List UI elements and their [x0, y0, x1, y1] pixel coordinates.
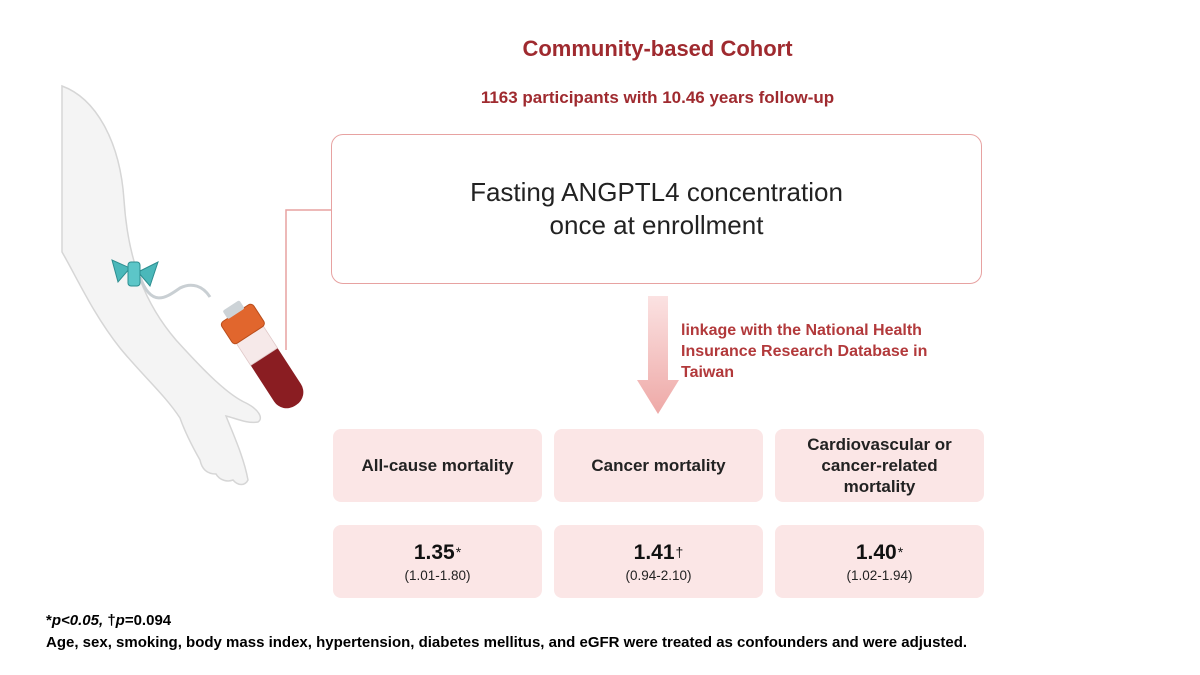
footnote-p-value: =0.094: [124, 612, 172, 629]
hazard-ratio: 1.35*: [414, 541, 461, 565]
outcome-card-cancer: Cancer mortality: [554, 429, 763, 502]
footnote-p-italic: p: [51, 612, 62, 629]
outcome-card-all-cause: All-cause mortality: [333, 429, 542, 502]
arm-illustration: [61, 84, 262, 486]
confidence-interval: (1.02-1.94): [846, 567, 913, 583]
hazard-ratio-value: 1.40: [855, 540, 897, 564]
cohort-subtitle: 1163 participants with 10.46 years follo…: [480, 88, 835, 107]
footnote-p-italic-2: p: [115, 612, 125, 629]
measurement-line-2: once at enrollment: [549, 210, 764, 240]
measurement-box: Fasting ANGPTL4 concentration once at en…: [331, 134, 982, 284]
linkage-line-2: Insurance Research Database in: [681, 343, 928, 360]
butterfly-needle-icon: [111, 259, 159, 287]
needle-tubing: [138, 276, 212, 300]
measurement-line-1: Fasting ANGPTL4 concentration: [470, 177, 843, 207]
significance-mark: †: [675, 543, 684, 560]
confidence-interval: (1.01-1.80): [404, 567, 471, 583]
result-card-cv-or-cancer: 1.40* (1.02-1.94): [775, 525, 984, 598]
outcome-label-line-1: Cardiovascular or: [807, 435, 952, 454]
linkage-line-1: linkage with the National Health: [681, 322, 922, 339]
result-card-cancer: 1.41† (0.94-2.10): [554, 525, 763, 598]
significance-mark: *: [897, 543, 904, 560]
hazard-ratio: 1.41†: [634, 541, 684, 565]
cohort-title: Community-based Cohort: [522, 36, 793, 61]
linkage-line-3: Taiwan: [681, 364, 735, 381]
outcome-label-line-3: mortality: [843, 477, 916, 496]
result-card-all-cause: 1.35* (1.01-1.80): [333, 525, 542, 598]
connector-line: [285, 209, 331, 350]
outcome-label-line-2: cancer-related: [821, 456, 938, 475]
blood-tube-icon: [220, 300, 304, 409]
linkage-note: linkage with the National Health Insuran…: [681, 320, 981, 383]
outcome-label: Cancer mortality: [591, 456, 726, 475]
adjustment-footnote: Age, sex, smoking, body mass index, hype…: [46, 634, 968, 651]
footnote-star: *: [46, 612, 52, 629]
hazard-ratio: 1.40*: [856, 541, 903, 565]
significance-footnote: *p<0.05, †p=0.094: [46, 612, 171, 629]
confidence-interval: (0.94-2.10): [625, 567, 692, 583]
outcome-card-cv-or-cancer: Cardiovascular or cancer-related mortali…: [775, 429, 984, 502]
hazard-ratio-value: 1.41: [633, 540, 675, 564]
footnote-threshold: <0.05,: [61, 612, 108, 629]
outcome-label: All-cause mortality: [361, 456, 514, 475]
hazard-ratio-value: 1.35: [413, 540, 455, 564]
footnote-dagger: †: [107, 612, 116, 629]
down-arrow-icon: [637, 296, 679, 414]
significance-mark: *: [455, 543, 462, 560]
